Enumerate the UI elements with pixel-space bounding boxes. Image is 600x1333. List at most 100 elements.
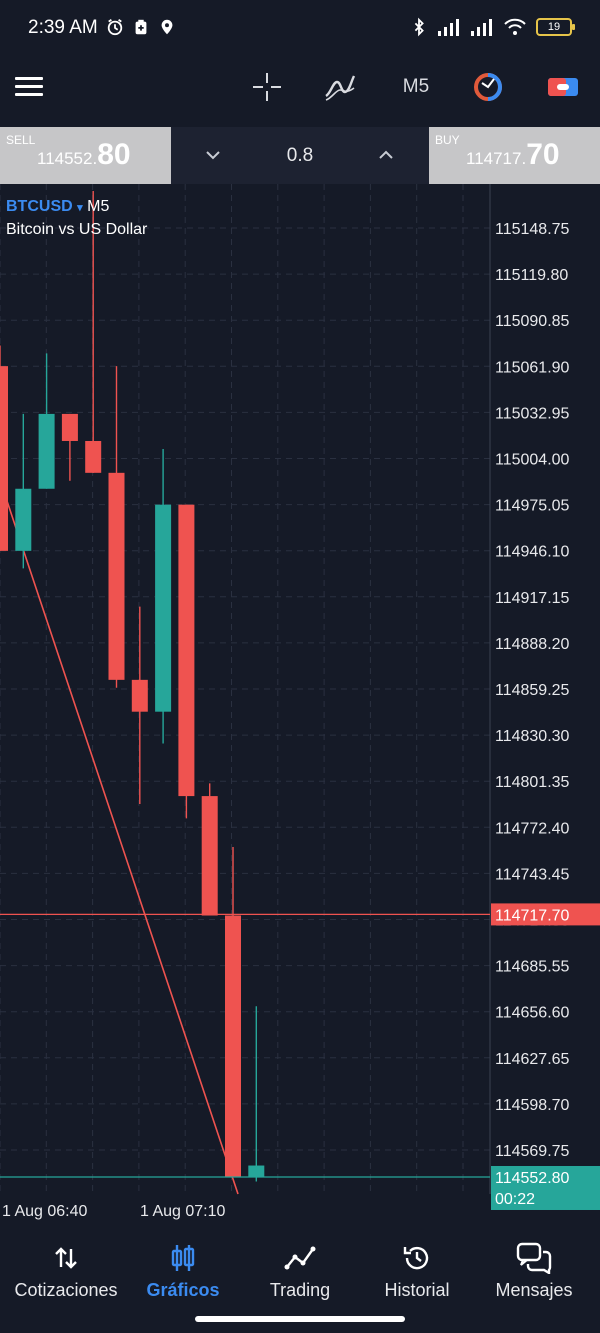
alarm-icon <box>107 19 123 36</box>
price-axis-label: 114801.35 <box>495 774 570 791</box>
lot-size-control: 0.8 <box>171 127 429 184</box>
crosshair-icon <box>253 73 281 101</box>
chevron-up-icon[interactable] <box>377 146 395 164</box>
price-axis-label: 114859.25 <box>495 682 570 699</box>
chart-type-icon <box>474 73 502 101</box>
price-axis-label: 114627.65 <box>495 1051 570 1068</box>
status-time: 2:39 AM <box>28 17 98 38</box>
price-axis-label: 115119.80 <box>495 267 568 284</box>
charts-icon <box>171 1245 195 1271</box>
time-axis-label: 1 Aug 07:10 <box>140 1203 226 1220</box>
trendline[interactable] <box>0 479 239 1195</box>
candles <box>0 190 265 1182</box>
bid-price-tag <box>491 1165 600 1210</box>
candle <box>85 190 102 473</box>
candle-countdown: 00:22 <box>495 1191 535 1208</box>
trade-bar: SELL 114552.80 0.8 BUY 114717.70 <box>0 127 600 184</box>
signal-icon-1 <box>438 19 459 36</box>
nav-charts-label: Gráficos <box>146 1280 220 1300</box>
sell-label: SELL <box>6 133 36 147</box>
price-axis-label: 115061.90 <box>495 359 570 376</box>
timeframe-label: M5 <box>402 76 430 97</box>
messages-icon <box>516 1242 552 1274</box>
candle <box>155 448 172 744</box>
sell-price: 114552.80 <box>37 138 131 172</box>
bottom-navigation: Cotizaciones Gráficos Trading Historial … <box>0 1230 600 1310</box>
price-axis-label: 114888.20 <box>495 636 570 653</box>
price-axis-label: 114917.15 <box>495 590 570 607</box>
price-axis-label: 114656.60 <box>495 1005 570 1022</box>
candle <box>108 366 125 688</box>
price-axis-label: 114598.70 <box>495 1097 570 1114</box>
price-lines <box>0 913 490 1178</box>
candle <box>131 606 148 805</box>
status-bar: 2:39 AM 19 <box>0 0 600 58</box>
chart-timeframe: M5 <box>87 198 110 215</box>
price-axis-label: 114743.45 <box>495 866 570 883</box>
symbol-dropdown-icon: ▾ <box>77 202 83 214</box>
symbol-label: BTCUSD <box>6 198 73 215</box>
battery-icon: 19 <box>536 18 575 36</box>
location-icon <box>161 19 173 35</box>
nav-messages[interactable]: Mensajes <box>475 1240 593 1301</box>
price-axis-label: 114685.55 <box>495 959 570 976</box>
bid-price-tag-label: 114552.80 <box>495 1170 570 1187</box>
chart-toolbar: M5 <box>0 58 600 126</box>
signal-icon-2 <box>471 19 492 36</box>
price-axis-label: 114772.40 <box>495 820 570 837</box>
home-indicator <box>195 1316 405 1322</box>
sell-price-big: 80 <box>97 138 131 171</box>
chevron-down-icon[interactable] <box>204 146 222 164</box>
price-axis-label: 114975.05 <box>495 498 570 515</box>
symbol-selector[interactable]: BTCUSD ▾ <box>6 198 83 215</box>
buy-button[interactable]: BUY 114717.70 <box>429 127 600 184</box>
nav-quotes-label: Cotizaciones <box>14 1280 118 1300</box>
time-axis-label: 1 Aug 06:40 <box>2 1203 88 1220</box>
price-axis-label: 115004.00 <box>495 452 570 469</box>
indicators-button[interactable] <box>322 70 358 104</box>
candle <box>38 353 55 489</box>
crosshair-button[interactable] <box>250 70 284 104</box>
candle <box>248 1006 265 1182</box>
nav-trading[interactable]: Trading <box>241 1240 359 1301</box>
sell-price-small: 114552. <box>37 149 98 168</box>
history-icon <box>403 1246 429 1270</box>
indicators-icon <box>325 75 356 101</box>
trading-icon <box>284 1246 316 1270</box>
chart-canvas[interactable]: 115148.75 115119.80 115090.85 115061.90 1150… <box>0 184 600 1230</box>
nav-messages-label: Mensajes <box>495 1280 573 1300</box>
sell-button[interactable]: SELL 114552.80 <box>0 127 171 184</box>
lot-size-value[interactable]: 0.8 <box>286 145 314 166</box>
candle <box>201 783 218 916</box>
nav-trading-label: Trading <box>269 1280 331 1300</box>
one-click-trading-button[interactable] <box>545 70 581 104</box>
price-axis-label: 115148.75 <box>495 221 570 238</box>
clipboard-icon <box>135 19 147 35</box>
time-axis: 1 Aug 06:40 1 Aug 07:10 <box>2 1203 226 1220</box>
status-left-icons <box>106 17 176 37</box>
price-axis: 115148.75 115119.80 115090.85 115061.90 1150… <box>491 221 600 1210</box>
price-axis-label: 115090.85 <box>495 313 570 330</box>
nav-quotes[interactable]: Cotizaciones <box>7 1240 125 1301</box>
bluetooth-icon <box>414 17 424 37</box>
price-chart[interactable]: 115148.75 115119.80 115090.85 115061.90 1150… <box>0 184 600 1230</box>
buy-label: BUY <box>435 133 460 147</box>
wifi-icon <box>504 18 526 35</box>
hamburger-icon <box>15 77 43 96</box>
price-axis-label: 114946.10 <box>495 544 570 561</box>
buy-price: 114717.70 <box>466 138 560 172</box>
chart-type-button[interactable] <box>470 70 506 104</box>
price-axis-label: 115032.95 <box>495 405 570 422</box>
chart-title: BTCUSD ▾ M5 Bitcoin vs US Dollar <box>6 196 147 240</box>
nav-charts[interactable]: Gráficos <box>124 1240 242 1301</box>
ask-price-tag-label: 114717.70 <box>495 907 570 924</box>
price-axis-label: 114569.75 <box>495 1143 570 1160</box>
timeframe-button[interactable]: M5 <box>396 70 436 104</box>
candle <box>225 847 241 1177</box>
quotes-icon <box>55 1247 77 1269</box>
nav-history[interactable]: Historial <box>358 1240 476 1301</box>
menu-button[interactable] <box>14 70 44 104</box>
buy-price-big: 70 <box>526 138 560 171</box>
candle <box>0 345 8 551</box>
trade-toggle-icon <box>548 78 578 96</box>
